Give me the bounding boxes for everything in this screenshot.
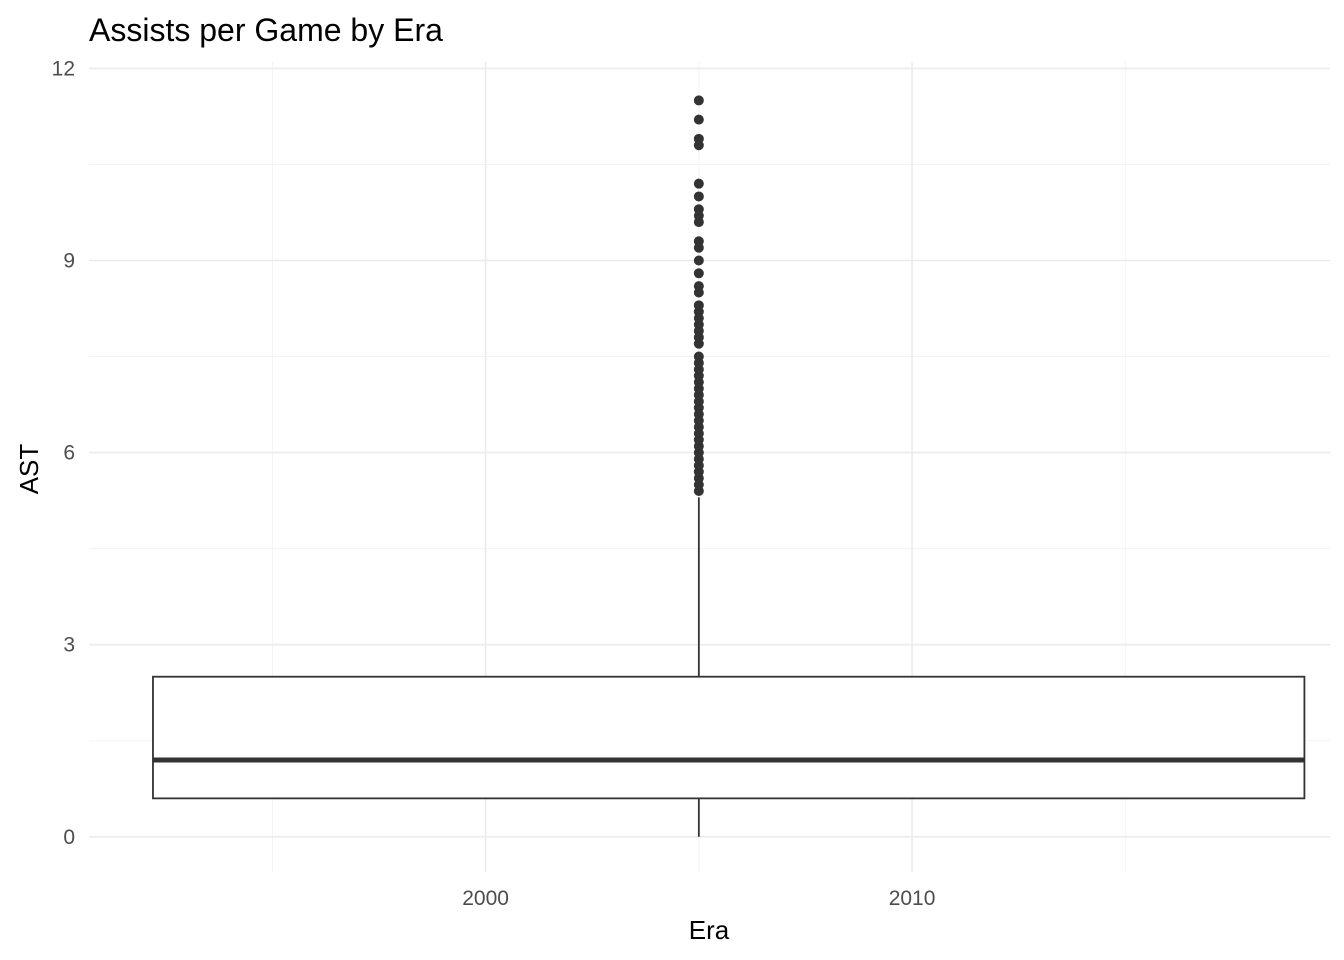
y-tick-label: 12 [52, 57, 75, 80]
y-tick-label: 9 [63, 249, 75, 272]
outlier-point [693, 204, 704, 215]
outlier-point [693, 95, 704, 106]
chart-title: Assists per Game by Era [89, 12, 443, 48]
x-tick-label: 2000 [462, 887, 509, 910]
outlier-point [693, 114, 704, 125]
outlier-point [693, 300, 704, 311]
outlier-point [693, 236, 704, 247]
outlier-point [693, 281, 704, 292]
outlier-point [693, 351, 704, 362]
outlier-point [693, 268, 704, 279]
outlier-point [693, 255, 704, 266]
outlier-point [693, 191, 704, 202]
y-tick-label: 3 [63, 634, 75, 657]
y-tick-label: 0 [63, 826, 75, 849]
box [152, 675, 1306, 800]
plot-marks [152, 95, 1306, 837]
tick-labels: 0 3 6 9 12 2000 2010 [52, 57, 936, 910]
outlier-point [693, 178, 704, 189]
y-tick-label: 6 [63, 442, 75, 465]
outlier-point [693, 133, 704, 144]
y-axis-title: AST [14, 444, 44, 495]
x-tick-label: 2010 [889, 887, 936, 910]
x-axis-title: Era [689, 915, 730, 945]
